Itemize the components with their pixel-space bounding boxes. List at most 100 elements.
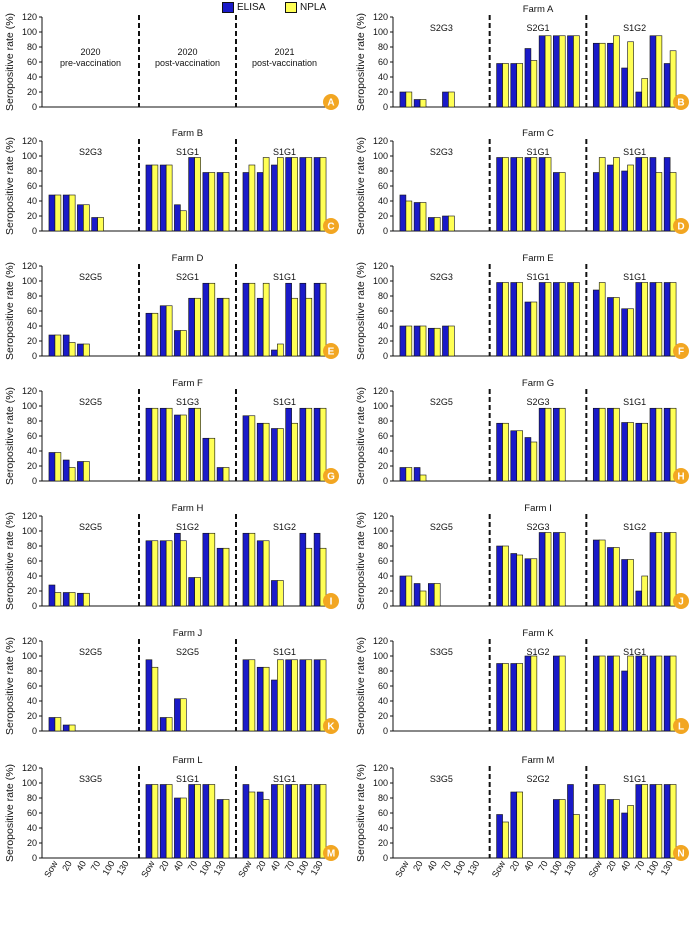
x-tick-label: 20 [60, 859, 74, 873]
bar-elisa [62, 592, 70, 607]
y-tick-label: 0 [32, 601, 37, 611]
bar-elisa [48, 452, 56, 482]
bar-elisa [159, 164, 167, 232]
y-tick-label: 0 [32, 351, 37, 361]
bar-npla [558, 655, 566, 732]
y-tick-label: 80 [378, 416, 388, 426]
y-tick-label: 0 [383, 102, 388, 112]
y-tick-label: 60 [27, 57, 37, 67]
bar-elisa [592, 655, 600, 732]
bar-elisa [496, 545, 503, 607]
bar-npla [165, 407, 173, 482]
group-label: S2G1 [526, 23, 549, 33]
bar-elisa [271, 580, 278, 607]
y-tick-label: 40 [378, 196, 388, 206]
y-tick-label: 100 [22, 651, 37, 661]
bar-elisa [188, 577, 195, 607]
bar-elisa [553, 407, 560, 482]
bar-npla [165, 164, 173, 232]
bar-elisa [313, 407, 321, 482]
panel-title: Farm E [522, 253, 553, 264]
y-tick-label: 40 [27, 72, 37, 82]
bar-elisa [242, 415, 250, 482]
bar-elisa [145, 164, 153, 232]
group-label: 2021 [274, 47, 294, 57]
panel-badge-letter: G [327, 472, 335, 483]
bar-elisa [663, 532, 671, 607]
panel-title: Farm G [522, 378, 554, 389]
bar-elisa [256, 666, 264, 732]
bar-elisa [649, 655, 657, 732]
bar-elisa [399, 194, 407, 232]
bar-npla [448, 91, 455, 108]
panel-badge [673, 218, 689, 234]
panel-badge [673, 468, 689, 484]
bar-elisa [510, 663, 518, 732]
bar-elisa [621, 812, 628, 859]
y-axis-label: Seropositive rate (%) [4, 637, 16, 735]
y-tick-label: 0 [383, 726, 388, 736]
y-tick-label: 100 [22, 276, 37, 286]
panel-badge-letter: C [327, 222, 334, 233]
group-label: S1G1 [273, 272, 296, 282]
bar-npla [544, 407, 552, 482]
bar-elisa [649, 407, 657, 482]
y-tick-label: 20 [378, 336, 388, 346]
bar-elisa [538, 532, 546, 607]
y-tick-label: 60 [27, 808, 37, 818]
bar-npla [448, 215, 455, 232]
y-tick-label: 0 [383, 476, 388, 486]
bar-npla [655, 784, 663, 859]
x-tick-label: 130 [562, 859, 578, 877]
bar-npla [83, 592, 90, 607]
panel-h: Farm G Seropositive rate (%) 0 20 40 60 80 100 1… [355, 378, 689, 486]
bar-elisa [285, 784, 292, 859]
x-tick-label: 20 [254, 859, 268, 873]
x-tick-label: 20 [508, 859, 522, 873]
bar-npla [516, 663, 523, 732]
panel-title: Farm D [172, 253, 204, 264]
bar-elisa [510, 553, 518, 607]
panel-badge [323, 468, 339, 484]
bar-npla [641, 784, 649, 859]
bar-npla [502, 157, 509, 232]
y-tick-label: 120 [22, 261, 37, 271]
bar-npla [180, 698, 187, 732]
bar-elisa [242, 784, 250, 859]
panel-e: Farm D Seropositive rate (%) 0 20 40 60 80 100 1… [4, 253, 339, 361]
y-tick-label: 20 [27, 336, 37, 346]
panel-badge [323, 593, 339, 609]
bar-npla [54, 717, 62, 732]
bar-elisa [242, 172, 250, 232]
bar-npla [669, 172, 677, 232]
y-tick-label: 40 [27, 196, 37, 206]
bar-elisa [216, 547, 224, 607]
bar-npla [419, 325, 427, 357]
y-tick-label: 20 [378, 586, 388, 596]
y-tick-label: 0 [383, 853, 388, 863]
y-tick-label: 80 [27, 541, 37, 551]
bar-elisa [607, 799, 614, 859]
bar-npla [248, 282, 256, 357]
group-label: S2G3 [526, 522, 549, 532]
panel-badge [323, 845, 339, 861]
x-tick-label: 130 [659, 859, 675, 877]
bar-elisa [442, 91, 449, 108]
bar-npla [194, 784, 201, 859]
bar-npla [54, 452, 62, 482]
y-tick-label: 80 [378, 291, 388, 301]
y-tick-label: 20 [27, 87, 37, 97]
bar-npla [54, 592, 62, 607]
bar-elisa [663, 407, 671, 482]
panel-badge [673, 593, 689, 609]
bar-elisa [62, 194, 70, 232]
bar-elisa [538, 407, 546, 482]
bar-npla [319, 659, 327, 732]
y-tick-label: 40 [27, 321, 37, 331]
group-label: S3G5 [430, 647, 453, 657]
y-tick-label: 40 [378, 571, 388, 581]
bar-npla [83, 461, 90, 482]
bar-npla [641, 655, 649, 732]
bar-elisa [145, 784, 153, 859]
bar-elisa [313, 659, 321, 732]
